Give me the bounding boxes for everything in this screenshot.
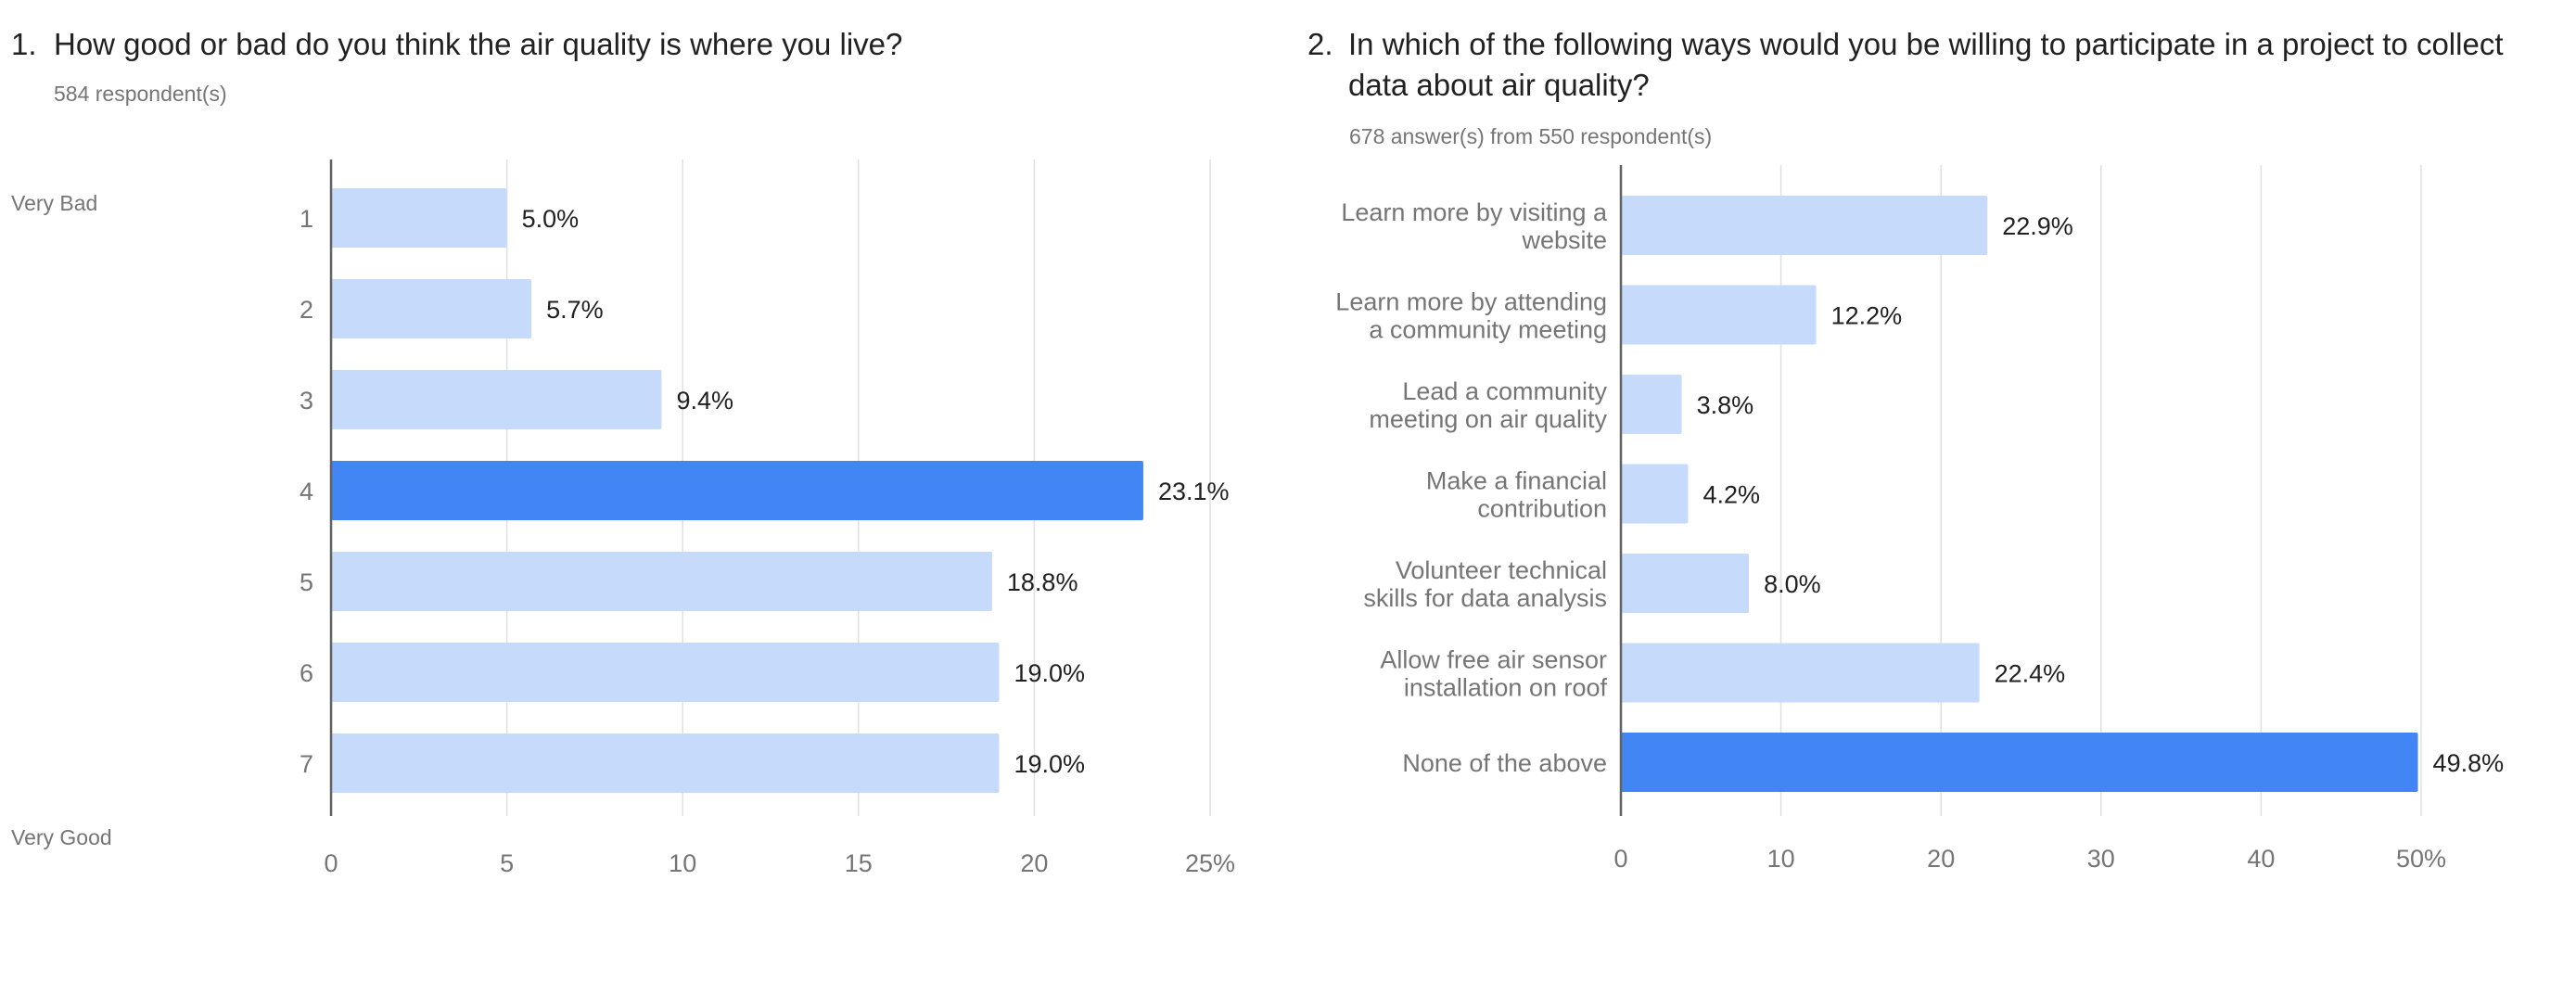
chart1-subtitle: 584 respondent(s) (54, 82, 227, 106)
chart2-category-label-5-line-2: skills for data analysis (1363, 584, 1607, 612)
chart1-scale-low-label: Very Bad (11, 191, 98, 215)
chart1-category-label-3-line-1: 3 (300, 387, 313, 415)
chart2-tick-label-30: 30 (2087, 845, 2115, 873)
chart1-value-label-1: 5.0% (522, 205, 580, 233)
chart2-subtitle: 678 answer(s) from 550 respondent(s) (1349, 124, 1713, 148)
chart1-bar-4 (331, 461, 1143, 520)
chart1-category-label-1: 1 (300, 205, 313, 233)
chart1-category-label-4-line-1: 4 (300, 478, 313, 505)
chart1-bar-2 (331, 279, 532, 338)
chart1-tick-label-5: 5 (500, 849, 514, 877)
chart1-category-label-6-line-1: 6 (300, 659, 313, 687)
chart1-category-label-3: 3 (300, 387, 313, 415)
chart1-category-label-5: 5 (300, 568, 313, 596)
chart2-tick-label-10: 10 (1767, 845, 1795, 873)
chart1-value-label-2: 5.7% (546, 296, 604, 324)
chart2-category-label-5: Volunteer technical skills for data analy… (1363, 556, 1607, 612)
chart1-question-text: How good or bad do you think the air qua… (54, 27, 903, 61)
chart2-tick-label-0: 0 (1613, 845, 1627, 873)
chart2-bar-2 (1621, 285, 1817, 345)
chart2-category-label-4-line-2: contribution (1477, 495, 1607, 523)
chart2-bar-7 (1621, 733, 2418, 792)
chart2-value-label-5: 8.0% (1764, 570, 1821, 598)
chart2-value-label-2: 12.2% (1831, 302, 1903, 330)
chart1-value-label-3: 9.4% (676, 387, 733, 415)
chart1-bar-3 (331, 370, 662, 429)
chart1-bar-7 (331, 733, 1000, 793)
chart2-bar-6 (1621, 643, 1980, 703)
chart1-value-label-5: 18.8% (1007, 568, 1078, 596)
chart2-value-label-4: 4.2% (1702, 481, 1760, 509)
chart2-category-label-1: Learn more by visiting a website (1341, 198, 1608, 254)
chart1-category-label-1-line-1: 1 (300, 205, 313, 233)
chart2-bar-4 (1621, 464, 1689, 524)
chart1-category-label-7-line-1: 7 (300, 750, 313, 778)
chart2-category-label-5-line-1: Volunteer technical (1396, 556, 1607, 584)
chart2-category-label-1-line-2: website (1521, 226, 1607, 254)
chart2-category-label-3: Lead a community meeting on air quality (1369, 377, 1607, 433)
chart1-tick-label-15: 15 (845, 849, 873, 877)
chart2-category-label-6: Allow free air sensor installation on roo… (1380, 646, 1607, 702)
chart1-tick-label-20: 20 (1020, 849, 1048, 877)
chart2-category-label-4: Make a financial contribution (1426, 467, 1607, 523)
chart1-bar-5 (331, 552, 992, 611)
chart1-category-label-4: 4 (300, 478, 313, 505)
chart2-value-label-1: 22.9% (2002, 212, 2073, 240)
chart2-category-label-7: None of the above (1402, 749, 1607, 777)
chart2-category-label-3-line-2: meeting on air quality (1369, 405, 1607, 433)
chart2-question-number: 2. (1307, 27, 1333, 61)
chart2-bar-5 (1621, 554, 1750, 613)
chart2-tick-label-40: 40 (2247, 845, 2275, 873)
chart1-category-label-2-line-1: 2 (300, 296, 313, 324)
chart2-value-label-7: 49.8% (2433, 749, 2505, 777)
chart1-bar-6 (331, 643, 1000, 702)
chart2-bar-1 (1621, 196, 1988, 255)
chart1-scale-high-label: Very Good (11, 825, 112, 849)
chart2-category-label-2-line-2: a community meeting (1369, 316, 1607, 344)
chart2-category-label-2: Learn more by attending a community meeti… (1335, 288, 1607, 344)
chart1-question-number: 1. (11, 27, 37, 61)
chart2-value-label-6: 22.4% (1995, 660, 2066, 688)
chart1-value-label-7: 19.0% (1014, 750, 1085, 778)
chart2-category-label-6-line-2: installation on roof (1404, 674, 1608, 702)
chart2-bar-3 (1621, 375, 1682, 434)
chart2-category-label-6-line-1: Allow free air sensor (1380, 646, 1607, 674)
chart1-tick-label-25: 25% (1185, 849, 1235, 877)
chart1-value-label-6: 19.0% (1014, 659, 1085, 687)
chart2-category-label-3-line-1: Lead a community (1402, 377, 1607, 405)
chart2-tick-label-50: 50% (2396, 845, 2446, 873)
chart1-value-label-4: 23.1% (1158, 478, 1230, 505)
chart1-category-label-5-line-1: 5 (300, 568, 313, 596)
chart2-category-label-4-line-1: Make a financial (1426, 467, 1607, 495)
chart1-category-label-7: 7 (300, 750, 313, 778)
chart2-category-label-7-line-1: None of the above (1402, 749, 1607, 777)
chart1-tick-label-10: 10 (669, 849, 696, 877)
chart2-question-text: In which of the following ways would you… (1348, 27, 2504, 102)
chart1-category-label-6: 6 (300, 659, 313, 687)
chart2-tick-label-20: 20 (1927, 845, 1955, 873)
chart1-category-label-2: 2 (300, 296, 313, 324)
chart2-value-label-3: 3.8% (1697, 391, 1754, 419)
chart1-bar-1 (331, 188, 507, 248)
chart1-tick-label-0: 0 (324, 849, 338, 877)
chart2-category-label-1-line-1: Learn more by visiting a (1341, 198, 1608, 226)
chart2-category-label-2-line-1: Learn more by attending (1335, 288, 1607, 316)
